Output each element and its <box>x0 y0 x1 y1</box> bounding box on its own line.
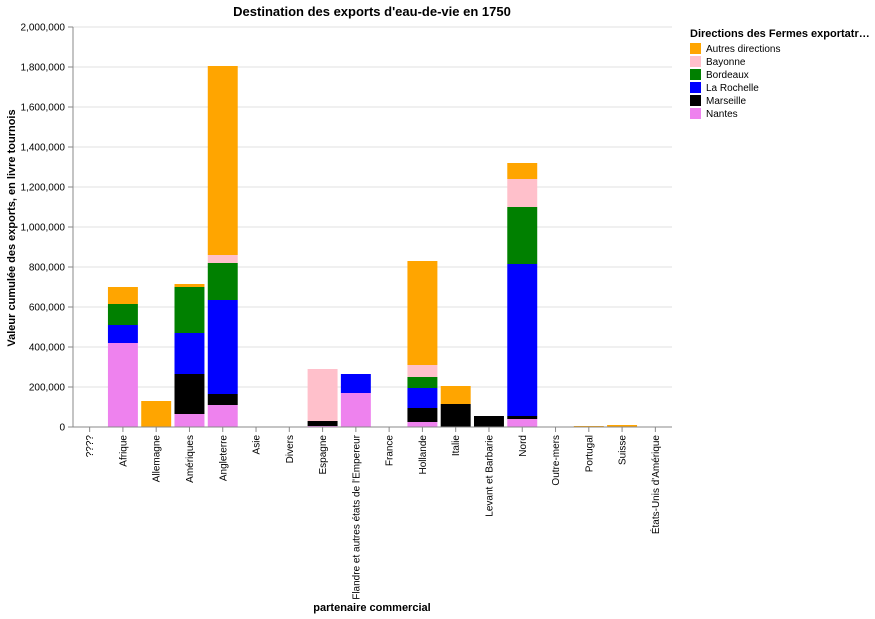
legend-label: Autres directions <box>706 44 780 55</box>
y-tick-label: 1,800,000 <box>21 63 66 74</box>
legend-label: Bayonne <box>706 57 746 68</box>
bar-segment <box>440 386 471 404</box>
x-axis-title: partenaire commercial <box>313 602 430 614</box>
y-axis-title: Valeur cumulée des exports, en livre tou… <box>6 109 18 346</box>
x-tick-label: Nord <box>518 435 529 457</box>
y-tick-labels: 0 200,000 400,000 600,000 800,000 1,000,000 1,… <box>21 23 73 434</box>
bar-segment <box>207 255 238 263</box>
legend-swatch <box>690 108 701 119</box>
x-tick-label: Outre-mers <box>551 435 562 486</box>
bar-segment <box>174 414 205 427</box>
x-tick-label: Hollande <box>418 435 429 475</box>
bar-segment <box>340 393 371 427</box>
bar-segment <box>440 404 471 427</box>
x-tick-label: Afrique <box>118 435 129 467</box>
legend-swatch <box>690 69 701 80</box>
bar-segment <box>573 426 604 427</box>
legend-label: La Rochelle <box>706 83 759 94</box>
bar-segment <box>507 419 538 427</box>
legend: Directions des Fermes exportatr… Autres … <box>690 28 870 120</box>
x-tick-label: États-Unis d'Amérique <box>649 435 662 535</box>
x-tick-label: Asie <box>252 435 263 455</box>
y-tick-label: 1,600,000 <box>21 103 66 114</box>
y-tick-label: 2,000,000 <box>21 23 66 34</box>
bar-segment <box>307 369 338 421</box>
bar-segment <box>307 421 338 426</box>
bar-segment <box>607 425 638 427</box>
legend-label: Marseille <box>706 96 746 107</box>
bar-segment <box>207 263 238 300</box>
bar-segment <box>507 163 538 179</box>
bar-segment <box>107 287 138 304</box>
bar-segment <box>107 325 138 343</box>
bar-segment <box>473 416 504 427</box>
grid <box>73 26 672 428</box>
x-tick-label: Suisse <box>618 435 629 465</box>
x-tick-label: ???? <box>85 435 96 458</box>
bar-segment <box>207 405 238 427</box>
chart-title: Destination des exports d'eau-de-vie en … <box>233 4 511 19</box>
bar-segment <box>507 264 538 416</box>
x-tick-label: Espagne <box>318 435 329 475</box>
bar-segment <box>407 422 438 427</box>
x-tick-label: France <box>385 435 396 467</box>
x-tick-label: Levant et Barbarie <box>484 435 495 517</box>
bar-segment <box>107 343 138 427</box>
bar-segment <box>507 416 538 419</box>
y-tick-label: 1,400,000 <box>21 143 66 154</box>
bar-segment <box>174 284 205 287</box>
bar-segment <box>507 207 538 264</box>
bar-segment <box>174 287 205 333</box>
bar-segment <box>207 300 238 394</box>
x-tick-label: Flandre et autres états de l'Empereur <box>351 434 362 599</box>
x-tick-labels: ???? Afrique Allemagne Amériques Angleterre A… <box>85 427 662 600</box>
x-tick-label: Divers <box>285 435 296 463</box>
bar-segment <box>174 374 205 414</box>
bar-segment <box>340 374 371 393</box>
x-tick-label: Amériques <box>185 435 196 483</box>
bar-segment <box>207 394 238 405</box>
x-tick-label: Allemagne <box>152 435 163 483</box>
bar-segment <box>507 179 538 207</box>
y-tick-label: 200,000 <box>29 383 66 394</box>
y-tick-label: 1,200,000 <box>21 183 66 194</box>
x-tick-label: Portugal <box>584 435 595 472</box>
bar-segment <box>141 401 172 427</box>
bars <box>107 66 638 427</box>
y-tick-label: 1,000,000 <box>21 223 66 234</box>
bar-segment <box>407 365 438 377</box>
bar-segment <box>407 377 438 388</box>
bar-segment <box>174 333 205 374</box>
bar-segment <box>107 304 138 325</box>
y-tick-label: 0 <box>59 423 65 434</box>
legend-title: Directions des Fermes exportatr… <box>690 28 870 40</box>
bar-segment <box>407 388 438 408</box>
legend-label: Bordeaux <box>706 70 749 81</box>
legend-label: Nantes <box>706 109 738 120</box>
legend-swatch <box>690 56 701 67</box>
legend-swatch <box>690 43 701 54</box>
y-tick-label: 800,000 <box>29 263 66 274</box>
x-tick-label: Italie <box>451 435 462 457</box>
x-tick-label: Angleterre <box>218 435 229 482</box>
bar-segment <box>407 408 438 422</box>
y-tick-label: 400,000 <box>29 343 66 354</box>
legend-swatch <box>690 95 701 106</box>
bar-segment <box>407 261 438 365</box>
bar-segment <box>207 66 238 255</box>
legend-swatch <box>690 82 701 93</box>
y-tick-label: 600,000 <box>29 303 66 314</box>
